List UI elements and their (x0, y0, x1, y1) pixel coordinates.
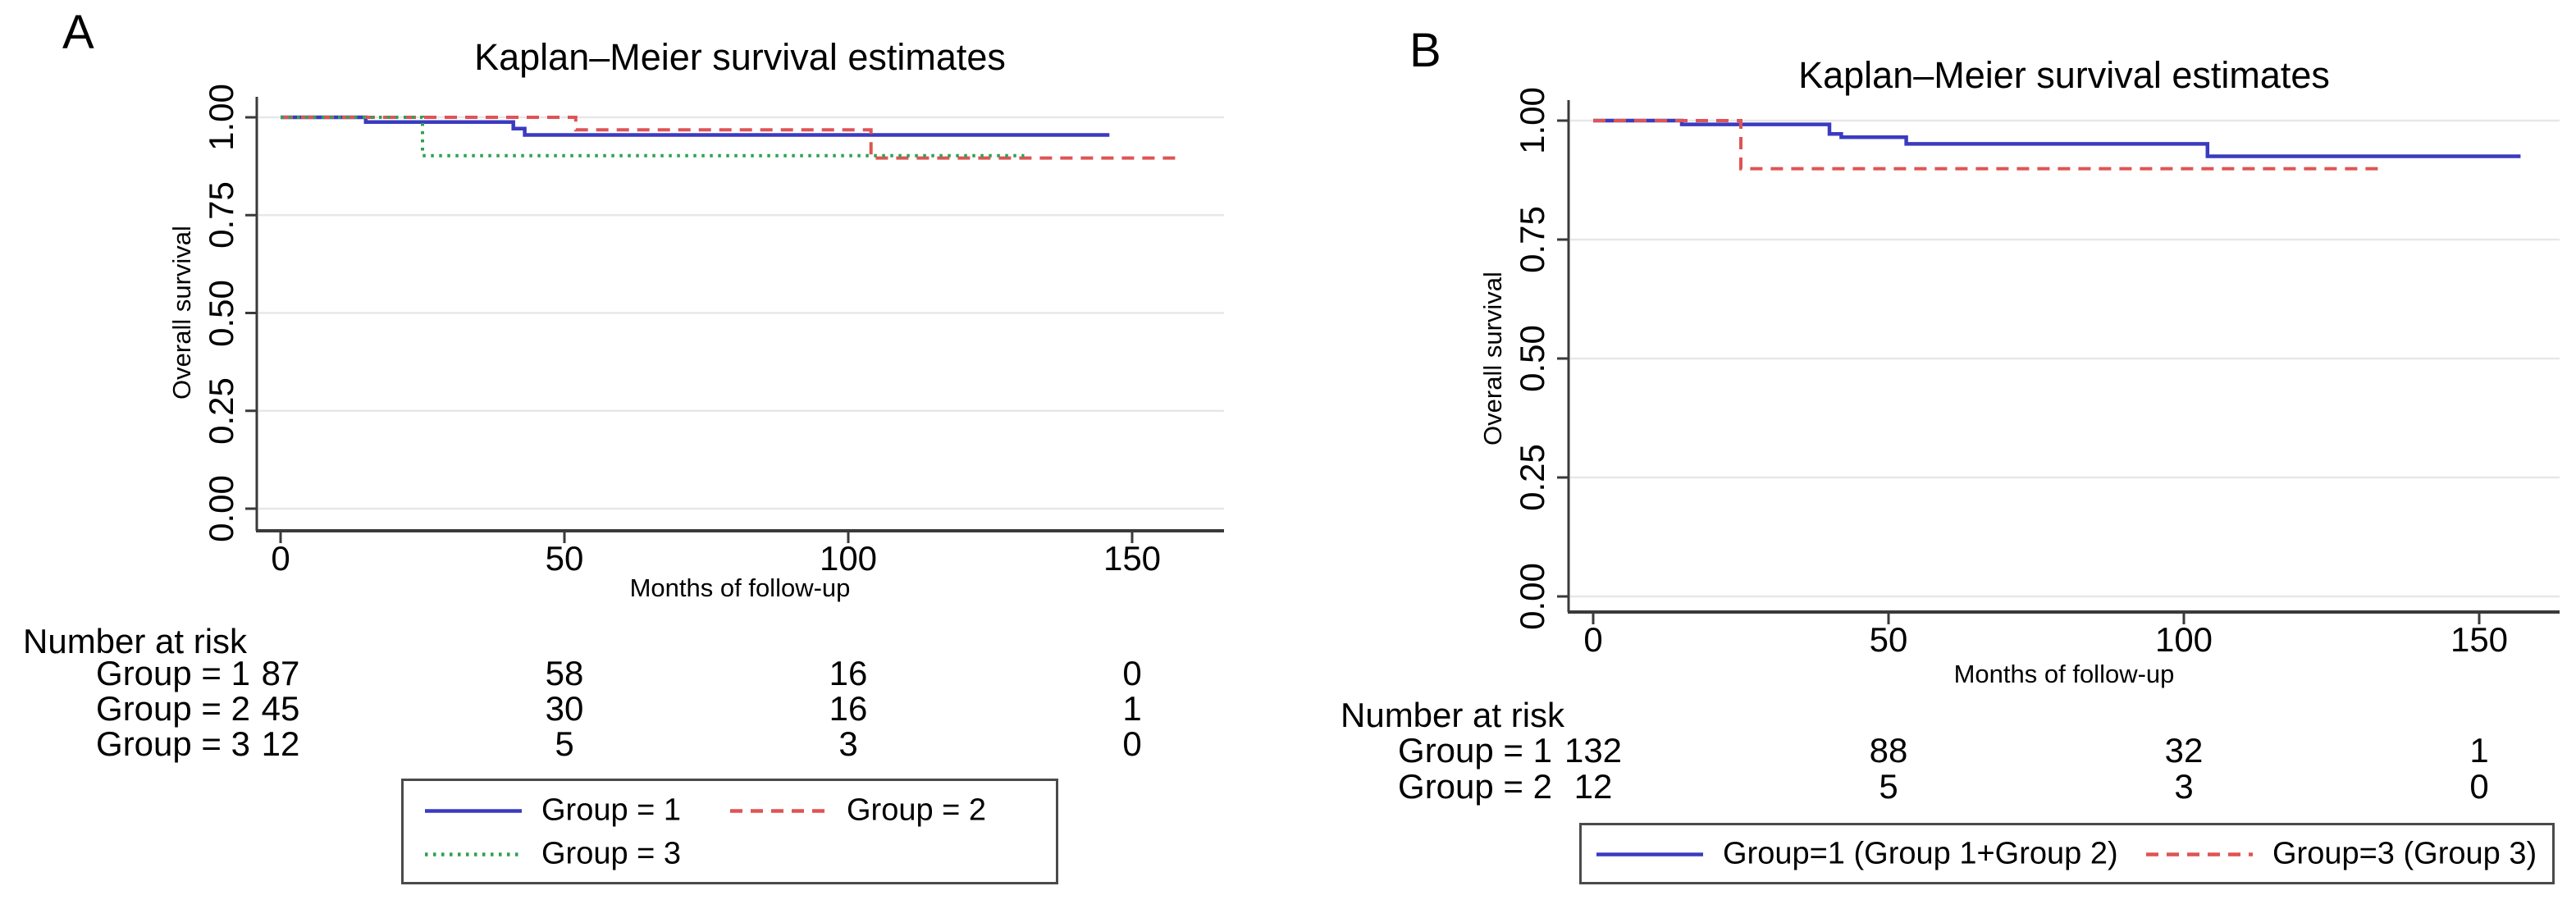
km-curve-group-3-group-3- (1593, 119, 2379, 171)
y-tick-label: 0.00 (1513, 563, 1551, 630)
panel-b-risk-header: Number at risk (1341, 696, 1565, 734)
x-tick-label: 100 (819, 539, 878, 578)
risk-count: 5 (1879, 767, 1898, 806)
risk-row-label: Group = 3 (96, 724, 250, 763)
panel-a-title: Kaplan–Meier survival estimates (474, 36, 1006, 78)
x-tick-label: 0 (271, 539, 290, 578)
y-tick-label: 1.00 (202, 84, 240, 151)
risk-count: 58 (545, 654, 584, 692)
x-tick-label: 50 (1869, 620, 1908, 659)
y-tick-label: 0.00 (202, 475, 240, 542)
risk-row-label: Group = 2 (1398, 767, 1552, 806)
legend-item: Group = 1 (425, 793, 681, 829)
x-tick-label: 150 (1103, 539, 1162, 578)
y-tick-label: 0.75 (202, 181, 240, 249)
y-tick-label: 0.50 (202, 279, 240, 347)
y-tick-label: 0.75 (1513, 206, 1551, 273)
risk-count: 12 (261, 724, 300, 763)
risk-count: 0 (2469, 767, 2489, 806)
legend-item: Group=1 (Group 1+Group 2) (1596, 837, 2118, 872)
risk-row-label: Group = 2 (96, 689, 250, 728)
risk-count: 0 (1122, 724, 1142, 763)
x-tick-label: 0 (1583, 620, 1603, 659)
risk-count: 88 (1869, 731, 1908, 770)
risk-count: 1 (1122, 689, 1142, 728)
km-curve-group-1-group-1-group-2- (1593, 118, 2521, 158)
x-tick-label: 100 (2154, 620, 2213, 659)
y-tick-label: 0.50 (1513, 325, 1551, 392)
legend-label: Group=1 (Group 1+Group 2) (1723, 836, 2118, 871)
x-tick-label: 150 (2450, 620, 2509, 659)
panel-a-x-axis-title: Months of follow-up (629, 573, 851, 602)
risk-count: 132 (1564, 731, 1623, 770)
y-tick-label: 0.25 (1513, 444, 1551, 511)
risk-count: 45 (261, 689, 300, 728)
legend-item: Group = 3 (425, 837, 681, 872)
km-curve-group-1 (281, 115, 1110, 137)
panel-b-x-axis-title: Months of follow-up (1953, 660, 2175, 688)
panel-b-y-axis-title: Overall survival (1478, 272, 1507, 445)
risk-row-label: Group = 1 (1398, 731, 1552, 770)
panel-b-letter: B (1409, 24, 1441, 77)
legend-swatch-line (425, 808, 522, 813)
risk-count: 32 (2164, 731, 2204, 770)
risk-count: 1 (2469, 731, 2489, 770)
y-tick-label: 1.00 (1513, 87, 1551, 154)
risk-row-label: Group = 1 (96, 654, 250, 692)
risk-count: 16 (829, 654, 868, 692)
legend-item: Group=3 (Group 3) (2146, 837, 2537, 872)
panel-a-risk-header: Number at risk (23, 622, 248, 660)
risk-count: 12 (1573, 767, 1613, 806)
legend-swatch-line (730, 808, 827, 813)
risk-count: 16 (829, 689, 868, 728)
panel-a-y-axis-title: Overall survival (167, 226, 196, 400)
panel-a-legend: Group = 1 Group = 2 Group = 3 (401, 779, 1058, 884)
risk-count: 0 (1122, 654, 1142, 692)
risk-count: 30 (545, 689, 584, 728)
legend-label: Group = 2 (847, 793, 987, 828)
risk-count: 3 (838, 724, 858, 763)
risk-count: 3 (2174, 767, 2194, 806)
risk-count: 5 (555, 724, 574, 763)
legend-swatch-line (1596, 852, 1703, 856)
legend-item: Group = 2 (730, 793, 986, 829)
risk-count: 87 (261, 654, 300, 692)
panel-a-letter: A (62, 6, 94, 59)
x-tick-label: 50 (545, 539, 584, 578)
legend-label: Group = 1 (541, 793, 682, 828)
legend-label: Group=3 (Group 3) (2272, 836, 2537, 871)
legend-swatch-line (425, 852, 522, 856)
panel-b-legend: Group=1 (Group 1+Group 2) Group=3 (Group … (1579, 823, 2555, 884)
panel-b-title: Kaplan–Meier survival estimates (1798, 54, 2330, 96)
legend-label: Group = 3 (541, 836, 682, 871)
km-curve-group-2 (281, 116, 1178, 160)
legend-swatch-line (2146, 852, 2253, 856)
y-tick-label: 0.25 (202, 377, 240, 445)
